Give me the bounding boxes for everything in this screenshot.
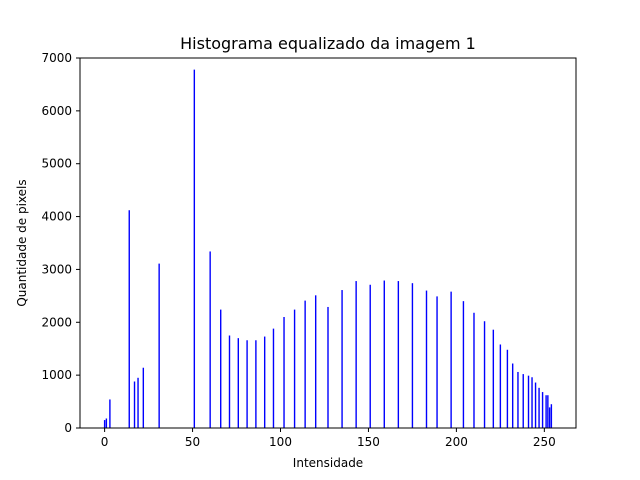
histogram-bar	[109, 399, 111, 428]
histogram-bar	[545, 395, 547, 428]
y-tick-label: 6000	[41, 104, 72, 118]
histogram-bar	[255, 340, 257, 428]
histogram-bar	[499, 344, 502, 428]
histogram-bar	[283, 317, 285, 428]
histogram-bar	[103, 420, 106, 428]
histogram-bar	[137, 377, 139, 428]
x-axis: 0 50 100 150 200 250	[101, 428, 556, 449]
histogram-bar	[314, 295, 317, 428]
histogram-bar	[473, 312, 475, 428]
histogram-bar	[531, 377, 533, 428]
x-axis-label: Intensidade	[293, 456, 363, 470]
histogram-bar	[383, 280, 385, 428]
histogram-bar	[158, 263, 160, 428]
x-tick-label: 50	[185, 435, 200, 449]
histogram-bar	[133, 381, 136, 428]
histogram-bar	[246, 340, 248, 428]
histogram-bar	[517, 371, 519, 428]
histogram-bar	[293, 309, 296, 428]
histogram-bar	[105, 418, 108, 428]
histogram-bar	[304, 300, 306, 428]
histogram-bar	[547, 395, 549, 428]
x-tick-label: 150	[357, 435, 380, 449]
histogram-bar	[355, 281, 357, 428]
bars-group	[103, 69, 553, 428]
histogram-bar	[425, 290, 428, 428]
histogram-bar	[220, 309, 222, 428]
histogram-bar	[237, 338, 239, 428]
histogram-bar	[548, 407, 551, 428]
histogram-bar	[538, 387, 540, 428]
histogram-bar	[228, 335, 231, 428]
y-tick-label: 3000	[41, 262, 72, 276]
histogram-bar	[209, 251, 211, 428]
histogram-bar	[411, 283, 414, 428]
histogram-bar	[462, 301, 465, 428]
histogram-bar	[397, 281, 400, 428]
y-tick-label: 4000	[41, 210, 72, 224]
histogram-bar	[511, 363, 514, 428]
histogram-bar	[341, 290, 343, 428]
histogram-bar	[522, 374, 524, 428]
histogram-bar	[483, 321, 486, 428]
histogram-bar	[527, 375, 530, 428]
histogram-bar	[534, 382, 537, 428]
histogram-bar	[272, 328, 275, 428]
x-tick-label: 200	[445, 435, 468, 449]
x-tick-label: 100	[269, 435, 292, 449]
histogram-bar	[142, 367, 145, 428]
histogram-bar	[450, 291, 452, 428]
histogram-bar	[128, 210, 130, 428]
x-tick-label: 250	[533, 435, 556, 449]
chart-title: Histograma equalizado da imagem 1	[180, 34, 476, 53]
plot-frame	[79, 57, 577, 429]
y-tick-label: 7000	[41, 51, 72, 65]
y-tick-label: 5000	[41, 157, 72, 171]
histogram-bar	[541, 392, 544, 428]
y-tick-label: 1000	[41, 368, 72, 382]
histogram-bar	[327, 306, 329, 428]
histogram-bar	[436, 296, 438, 428]
histogram-bar	[263, 336, 266, 428]
y-axis-label: Quantidade de pixels	[15, 179, 29, 306]
histogram-bar	[369, 284, 371, 428]
y-axis: 0 1000 2000 3000 4000 5000 6000 7000	[41, 51, 80, 435]
histogram-bar	[550, 404, 553, 428]
histogram-bar	[506, 349, 509, 428]
histogram-bar	[193, 69, 196, 428]
histogram-bar	[492, 329, 495, 428]
x-tick-label: 0	[101, 435, 109, 449]
y-tick-label: 0	[64, 421, 72, 435]
y-tick-label: 2000	[41, 315, 72, 329]
